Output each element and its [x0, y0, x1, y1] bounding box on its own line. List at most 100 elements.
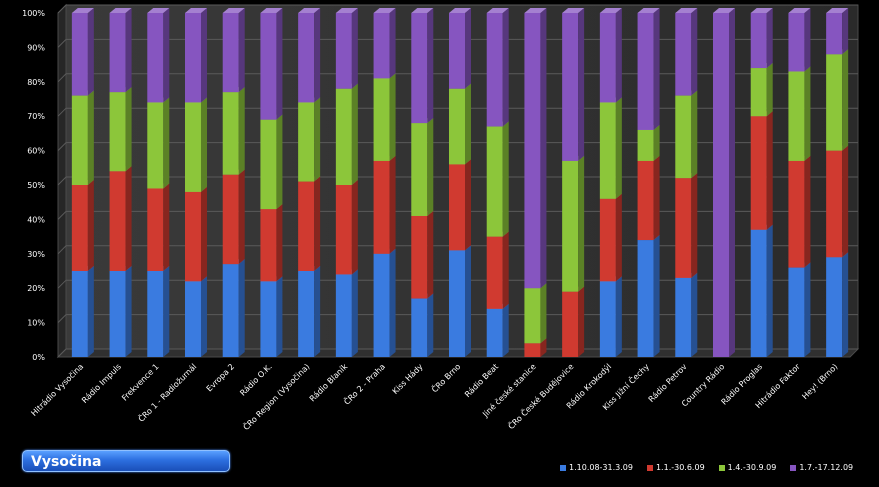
bar-front [222, 174, 239, 265]
y-axis-ticks: 0% 10% 20% 30% 40% 50% 60% 70% 80% 90% 100% [22, 9, 45, 362]
bar-segment [109, 266, 132, 357]
bar-front [109, 171, 126, 271]
bar-segment [524, 283, 547, 344]
bar-segment [335, 8, 358, 89]
bar-top [373, 8, 396, 13]
bar-side [691, 272, 698, 357]
bar-top [675, 8, 698, 13]
bar-front [675, 277, 692, 357]
bar-side [842, 49, 849, 151]
bar-side [502, 303, 509, 357]
bar-side [276, 204, 283, 282]
bar-top [524, 8, 547, 13]
bar-segment [298, 176, 321, 271]
gridline [57, 279, 858, 289]
bar-side [125, 87, 132, 172]
bar-side [502, 231, 509, 309]
legend-item: 1.4.-30.9.09 [718, 461, 776, 475]
bar-front [637, 129, 654, 161]
bar-top [147, 8, 170, 13]
bar-top [713, 8, 735, 13]
bar-side [691, 90, 698, 179]
bar-side [766, 63, 773, 117]
legend-label: 1.7.-17.12.09 [799, 463, 854, 472]
bar-segment [109, 8, 132, 93]
bar-front [750, 13, 767, 69]
bar-front [599, 13, 616, 103]
bar-segment [298, 97, 321, 182]
bar-side [804, 155, 811, 268]
bar-segment [411, 118, 434, 216]
bar-top [71, 8, 94, 13]
gridline [57, 73, 858, 83]
bar-side [389, 155, 396, 254]
bar-side [578, 286, 585, 357]
bar-segment [750, 8, 773, 69]
x-tick-label: ČRo 1 - Radiožurnál [135, 361, 198, 424]
bar-segment [147, 266, 170, 357]
bar-side [201, 8, 207, 103]
bar-side [540, 283, 547, 344]
bar-side [653, 155, 660, 241]
bar-segment [298, 8, 321, 103]
y-tick-label: 50% [27, 181, 45, 190]
bar-segment [486, 303, 509, 357]
legend-item: 1.1.-30.6.09 [646, 461, 705, 475]
bar-top [788, 8, 811, 13]
bar-front [71, 185, 88, 271]
bar-front [298, 13, 315, 103]
bar-top [298, 8, 321, 13]
bar-segment [486, 121, 509, 237]
gridlines [57, 4, 858, 358]
bar-front [260, 119, 277, 210]
bar-side [615, 193, 622, 282]
bar-segment [222, 169, 245, 265]
legend-label: 1.10.08-31.3.09 [569, 463, 633, 472]
bar-segment [637, 235, 660, 357]
bar-side [615, 97, 622, 199]
bar-top [109, 8, 132, 13]
bar-top [486, 8, 509, 13]
bar-front [71, 95, 88, 185]
bar-segment [750, 63, 773, 117]
bar-segment [109, 166, 132, 271]
x-tick-label: Hey! (Brno) [800, 362, 839, 401]
bar-side [804, 66, 811, 161]
bar-side [163, 183, 170, 271]
bar-side [314, 266, 321, 357]
bar-side [314, 176, 321, 271]
gridline [57, 210, 858, 220]
bar-segment [449, 245, 471, 357]
bar-side [201, 276, 207, 357]
bar-side [729, 8, 735, 357]
bar-side [578, 155, 585, 292]
x-tick-label: ČRo Brno [429, 361, 463, 395]
bar-front [675, 178, 692, 278]
bar-front [335, 88, 352, 185]
bar-side [502, 121, 509, 237]
bar-front [373, 78, 390, 161]
bar-front [335, 13, 352, 89]
bars [71, 8, 849, 357]
bar-front [788, 71, 805, 161]
bar-front [486, 13, 503, 127]
bar-top [599, 8, 622, 13]
bar-segment [713, 8, 735, 357]
bar-top [185, 8, 207, 13]
bar-front [449, 13, 465, 89]
bar-front [788, 13, 805, 72]
bar-side [653, 235, 660, 357]
bar-top [826, 8, 849, 13]
x-tick-label: Evropa 2 [205, 362, 236, 393]
bar-side [804, 262, 811, 357]
bar-segment [185, 97, 207, 192]
bar-front [335, 185, 352, 275]
bar-side [389, 8, 396, 79]
bar-front [222, 92, 239, 175]
bar-side [351, 269, 358, 357]
bar-segment [562, 286, 585, 357]
bar-segment [185, 276, 207, 357]
bar-side [351, 180, 358, 275]
bar-segment [826, 8, 849, 55]
bar-front [599, 102, 616, 199]
